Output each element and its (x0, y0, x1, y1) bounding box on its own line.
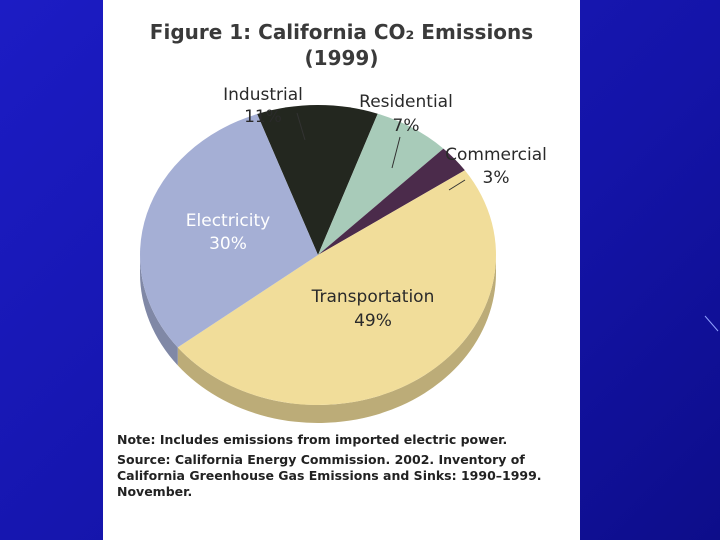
source: Source: California Energy Commission. 20… (117, 452, 542, 499)
pie-side-shade (140, 255, 178, 366)
pie-slice (318, 113, 444, 256)
pie-slice (257, 105, 378, 255)
slice-label: Transportation (311, 287, 435, 307)
chart-title: Figure 1: California CO₂ Emissions (149, 20, 534, 44)
slice-label: Residential (359, 92, 453, 112)
leader-line (296, 112, 306, 141)
leader-line (448, 179, 466, 191)
chart-subtitle: (1999) (304, 46, 379, 70)
note: Note: Includes emissions from imported e… (117, 432, 508, 447)
slice-label: Industrial (223, 85, 303, 105)
slice-label: Commercial (445, 145, 547, 165)
slice-label: Electricity (186, 211, 270, 231)
pie-slice (177, 170, 497, 406)
slice-value-label: 49% (354, 311, 392, 331)
pie-side-shade (177, 255, 497, 423)
pie-slice (318, 148, 465, 255)
slice-value-label: 7% (393, 116, 420, 136)
pie-side (177, 255, 497, 423)
slice-value-label: 30% (209, 234, 247, 254)
pie-side (140, 255, 178, 366)
decoration (704, 315, 719, 332)
slice-value-label: 11% (244, 107, 282, 127)
leader-line (391, 136, 401, 169)
pie-slice (139, 114, 318, 348)
slice-value-label: 3% (483, 168, 510, 188)
